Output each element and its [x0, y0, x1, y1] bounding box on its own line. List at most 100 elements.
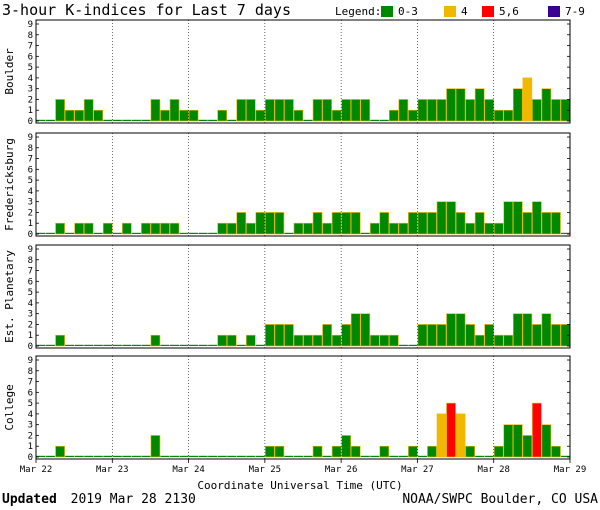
bar-3-8	[112, 455, 122, 457]
bar-2-4	[74, 344, 84, 346]
y-tick-label: 1	[28, 106, 33, 116]
bar-2-2	[55, 334, 65, 347]
updated-line: Updated 2019 Mar 28 2130	[2, 492, 196, 507]
bar-0-38	[398, 99, 409, 122]
bar-2-37	[389, 334, 399, 347]
panels: 0123456789Boulder0123456789Fredericksbur…	[3, 19, 571, 463]
y-tick-label: 7	[28, 155, 33, 165]
bar-2-40	[417, 324, 428, 347]
bar-1-45	[465, 222, 475, 235]
bar-2-13	[160, 344, 170, 346]
bar-0-8	[112, 119, 122, 121]
y-tick-label: 9	[28, 245, 33, 255]
y-tick-label: 5	[28, 288, 33, 298]
bar-0-5	[83, 99, 94, 122]
bar-0-11	[141, 119, 151, 121]
bar-3-24	[265, 445, 275, 458]
bar-3-52	[532, 402, 542, 458]
bar-1-48	[493, 222, 504, 235]
y-tick-label: 1	[28, 219, 33, 229]
bar-3-44	[455, 413, 466, 458]
bar-3-50	[512, 424, 523, 458]
bar-3-31	[331, 445, 342, 458]
bar-3-12	[150, 435, 161, 458]
bar-1-47	[484, 222, 495, 235]
bar-1-12	[150, 222, 161, 235]
y-tick-label: 0	[28, 342, 33, 352]
bar-3-13	[160, 455, 170, 457]
bar-2-8	[112, 344, 122, 346]
station-label-0: Boulder	[3, 48, 16, 95]
bar-3-17	[198, 455, 208, 457]
bar-3-46	[475, 455, 485, 457]
bar-3-0	[36, 455, 46, 457]
bar-1-0	[36, 232, 46, 234]
bar-1-17	[198, 232, 208, 234]
x-tick-label: Mar 27	[401, 465, 434, 475]
bar-1-1	[46, 232, 56, 234]
y-tick-label: 4	[28, 187, 33, 197]
x-tick-label: Mar 26	[325, 465, 358, 475]
bar-0-9	[122, 119, 132, 121]
legend-swatch-3	[548, 6, 560, 17]
y-tick-label: 4	[28, 299, 33, 309]
bar-3-47	[484, 455, 494, 457]
bar-2-32	[341, 324, 351, 347]
bar-0-47	[484, 99, 495, 122]
y-tick-label: 2	[28, 208, 33, 218]
bar-0-49	[503, 109, 514, 122]
bar-2-47	[484, 324, 495, 347]
bar-1-46	[474, 212, 485, 235]
y-tick-label: 4	[28, 74, 33, 84]
bar-0-50	[512, 88, 523, 122]
bar-2-24	[265, 324, 275, 347]
bar-1-2	[55, 222, 65, 235]
bar-0-1	[46, 119, 56, 121]
panel-frame	[35, 355, 571, 460]
bar-1-28	[303, 222, 313, 235]
bar-2-54	[551, 324, 561, 347]
y-tick-label: 9	[28, 356, 33, 366]
bar-3-4	[74, 455, 84, 457]
bar-2-15	[179, 344, 189, 346]
bar-1-49	[503, 201, 514, 235]
bar-0-23	[255, 109, 266, 122]
bar-0-14	[169, 99, 180, 122]
bar-2-51	[522, 313, 533, 347]
bar-2-3	[65, 344, 75, 346]
bar-1-50	[512, 201, 523, 235]
station-label-2: Est. Planetary	[3, 250, 16, 343]
bar-0-30	[322, 99, 332, 122]
bar-3-20	[227, 455, 237, 457]
bar-2-31	[331, 334, 342, 347]
bar-0-44	[455, 88, 466, 122]
y-tick-label: 3	[28, 198, 33, 208]
bar-1-6	[93, 232, 103, 234]
bar-2-29	[312, 334, 323, 347]
bar-3-29	[312, 445, 323, 458]
bar-3-2	[55, 445, 65, 458]
bar-3-53	[541, 424, 552, 458]
bar-2-48	[493, 334, 504, 347]
bar-1-16	[189, 232, 199, 234]
bar-1-20	[226, 222, 237, 235]
bar-0-52	[532, 99, 542, 122]
bar-3-28	[303, 455, 313, 457]
bar-0-6	[93, 109, 104, 122]
bar-2-11	[141, 344, 151, 346]
bar-3-14	[170, 455, 180, 457]
legend-swatch-2	[482, 6, 494, 17]
bar-0-39	[408, 109, 418, 122]
y-tick-label: 3	[28, 421, 33, 431]
bar-1-37	[389, 222, 399, 235]
bar-1-35	[369, 222, 380, 235]
station-label-1: Fredericksburg	[3, 138, 16, 231]
bar-2-46	[474, 334, 485, 347]
y-tick-label: 0	[28, 230, 33, 240]
bar-1-36	[379, 212, 390, 235]
bar-0-19	[217, 109, 228, 122]
bar-0-22	[245, 99, 256, 122]
bar-3-1	[46, 455, 56, 457]
bar-1-24	[265, 212, 275, 235]
bar-1-11	[141, 222, 151, 235]
